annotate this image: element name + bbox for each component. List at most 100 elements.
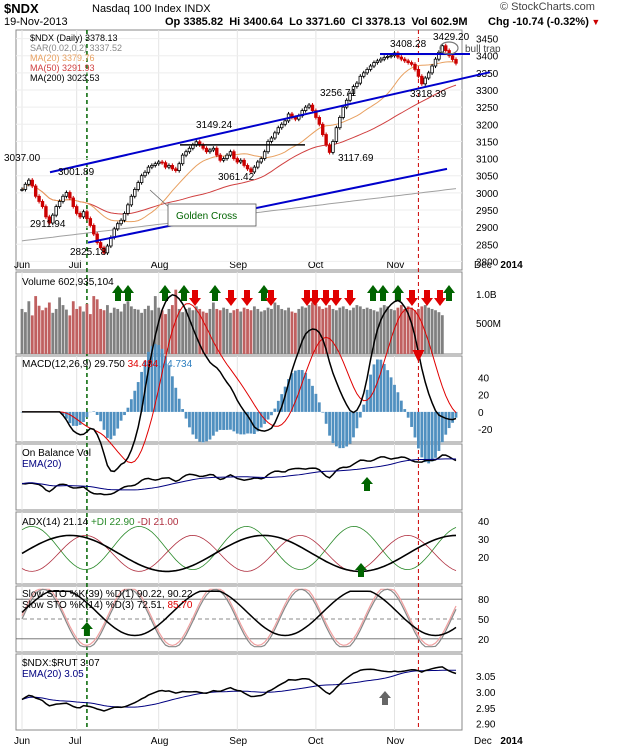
candle-body	[44, 206, 48, 218]
y-tick-label: 3400	[476, 52, 499, 63]
volume-bar	[194, 306, 198, 354]
macd-histogram-bar	[406, 411, 410, 418]
y-tick-label: 20	[478, 553, 490, 564]
volume-bar	[140, 312, 144, 354]
upper-channel-line	[49, 71, 491, 174]
stoch-slow-line	[21, 590, 457, 637]
candle-body	[389, 55, 393, 58]
macd-histogram-bar	[396, 392, 400, 412]
watermark: © StockCharts.com	[500, 1, 595, 13]
macd-histogram-bar	[191, 411, 195, 435]
candle-body	[37, 195, 41, 202]
volume-up-arrow-icon	[209, 285, 221, 301]
macd-histogram-bar	[410, 411, 413, 427]
macd-histogram-bar	[140, 371, 144, 412]
candle-body	[444, 45, 448, 51]
macd-histogram-bar	[150, 346, 154, 412]
ratio-ema-legend: EMA(20) 3.05	[22, 669, 84, 680]
volume-bar	[75, 308, 79, 354]
y-tick-label: 2.90	[476, 720, 496, 731]
candle-body	[40, 201, 45, 207]
volume-down-arrow-icon	[421, 290, 433, 306]
macd-histogram-bar	[393, 384, 396, 412]
macd-histogram-bar	[369, 374, 372, 412]
macd-legend-part: , -4.734	[158, 359, 192, 370]
macd-histogram-bar	[317, 402, 321, 412]
candle-body	[27, 179, 31, 185]
candle-body	[215, 147, 219, 156]
macd-histogram-bar	[249, 411, 253, 434]
candle-body	[283, 120, 287, 125]
macd-histogram-bar	[386, 370, 390, 412]
macd-histogram-bar	[123, 411, 126, 416]
volume-bar	[51, 312, 55, 354]
adx-legend-part: -DI 21.00	[137, 517, 179, 528]
volume-bar	[430, 308, 434, 354]
macd-histogram-bar	[102, 411, 106, 430]
y-tick-label: 20	[478, 635, 490, 646]
volume-bar	[242, 307, 246, 354]
volume-bar	[95, 299, 99, 354]
macd-histogram-bar	[328, 411, 331, 436]
candle-body	[139, 175, 144, 183]
stoch-legend-1: Slow STO %K(39) %D(1) 90.22, 90.22	[22, 589, 193, 600]
macd-histogram-bar	[99, 411, 102, 422]
macd-histogram-bar	[427, 411, 431, 464]
candle-body	[379, 58, 383, 62]
macd-histogram-bar	[160, 348, 164, 412]
x-tick-label: Dec	[474, 736, 492, 747]
macd-histogram-bar	[382, 364, 386, 412]
volume-bar	[345, 308, 349, 354]
y-tick-label: 80	[478, 595, 490, 606]
candle-body	[259, 158, 263, 163]
macd-histogram-bar	[447, 411, 451, 429]
candle-body	[317, 117, 322, 125]
volume-bar	[34, 296, 38, 354]
stoch-signal-line	[21, 588, 457, 648]
volume-bar	[393, 310, 396, 354]
volume-bar	[184, 308, 188, 354]
candle-body	[225, 154, 229, 159]
x-tick-label: Jul	[69, 736, 82, 747]
volume-bar	[65, 309, 68, 354]
volume-up-arrow-icon	[112, 285, 124, 301]
candle-body	[105, 245, 110, 254]
macd-histogram-bar	[270, 411, 273, 416]
obv-line	[21, 454, 457, 496]
macd-histogram-bar	[311, 385, 314, 412]
macd-histogram-bar	[293, 370, 297, 412]
volume-bar	[126, 301, 130, 354]
volume-bar	[300, 306, 304, 354]
volume-bar	[82, 311, 85, 354]
candle-body	[396, 52, 400, 58]
macd-histogram-bar	[218, 411, 222, 430]
volume-bar	[30, 315, 34, 354]
candle-body	[280, 123, 284, 129]
y-tick-label: 30	[478, 535, 490, 546]
volume-bar	[324, 307, 328, 354]
macd-histogram-bar	[266, 411, 270, 420]
bull-trap-label: bull trap	[465, 44, 501, 55]
volume-bar	[276, 305, 280, 354]
candle-body	[331, 141, 335, 153]
macd-histogram-bar	[82, 411, 85, 422]
macd-histogram-bar	[287, 379, 290, 412]
price-change-text: Chg -10.74 (-0.32%)	[488, 16, 589, 28]
y-tick-label: 2950	[476, 206, 499, 217]
y-tick-label: 1.0B	[476, 290, 497, 301]
macd-histogram-bar	[109, 411, 113, 440]
volume-bar	[54, 308, 58, 354]
macd-histogram-bar	[437, 411, 441, 451]
x-tick-label: Nov	[386, 736, 404, 747]
volume-bar	[239, 311, 243, 354]
volume-bar	[58, 297, 61, 354]
price-label: 3037.00	[4, 153, 41, 164]
volume-bar	[235, 308, 239, 354]
volume-up-arrow-icon	[392, 285, 404, 301]
price-label: 3001.89	[58, 167, 95, 178]
macd-histogram-bar	[92, 411, 96, 412]
volume-up-arrow-icon	[178, 285, 190, 301]
macd-histogram-bar	[290, 373, 294, 412]
candle-body	[208, 149, 212, 153]
macd-histogram-bar	[106, 411, 109, 438]
